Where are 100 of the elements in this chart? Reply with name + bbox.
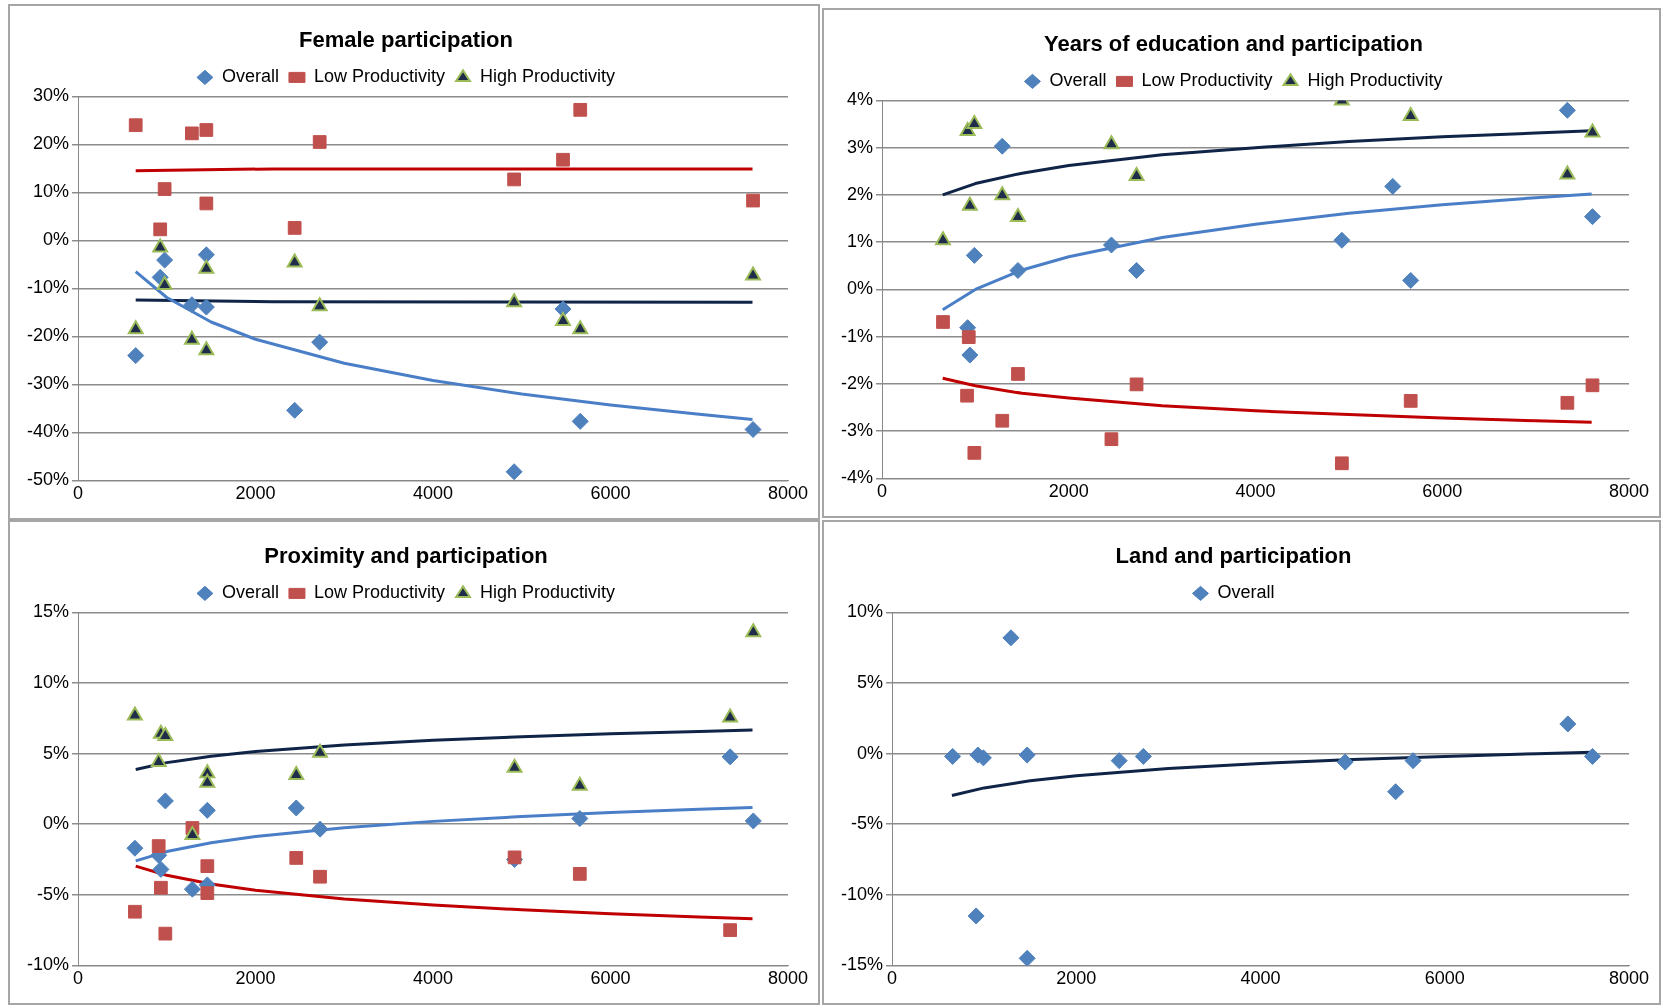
point bbox=[288, 766, 305, 781]
point bbox=[128, 904, 142, 919]
y-tick-label: 15% bbox=[32, 601, 70, 622]
y-tick-label: 5% bbox=[43, 742, 70, 763]
point bbox=[198, 259, 215, 274]
point bbox=[154, 880, 168, 895]
point bbox=[1558, 101, 1576, 119]
point bbox=[1403, 394, 1418, 408]
y-tick-label: -10% bbox=[26, 277, 70, 298]
x-tick-label: 8000 bbox=[767, 968, 809, 989]
y-tick-label: 20% bbox=[32, 133, 70, 154]
legend-label: Overall bbox=[221, 66, 279, 87]
point bbox=[1129, 377, 1144, 392]
point bbox=[184, 826, 201, 841]
x-tick-label: 4000 bbox=[1240, 968, 1281, 989]
point bbox=[1404, 752, 1422, 770]
y-tick-label: 0% bbox=[857, 742, 884, 763]
point bbox=[1402, 271, 1420, 289]
point bbox=[1384, 177, 1402, 195]
y-tick-label: 2% bbox=[846, 183, 874, 204]
point bbox=[1128, 262, 1146, 279]
y-tick-label: -20% bbox=[26, 325, 70, 346]
point bbox=[967, 907, 985, 925]
point bbox=[151, 839, 166, 853]
x-tick-label: 6000 bbox=[590, 968, 631, 989]
x-tick-label: 0 bbox=[877, 481, 888, 502]
point bbox=[935, 231, 951, 246]
point bbox=[1584, 123, 1601, 138]
y-tick-label: -1% bbox=[840, 325, 874, 346]
point bbox=[1585, 378, 1600, 393]
y-tick-label: -50% bbox=[26, 469, 70, 490]
point bbox=[1584, 747, 1602, 765]
point bbox=[555, 312, 571, 327]
y-tick-label: 3% bbox=[846, 136, 874, 157]
x-tick-label: 4000 bbox=[412, 483, 454, 504]
point bbox=[289, 851, 304, 865]
point bbox=[287, 799, 305, 817]
point bbox=[571, 810, 589, 828]
point bbox=[572, 320, 589, 335]
point bbox=[199, 196, 214, 211]
point bbox=[312, 135, 327, 149]
x-tick-label: 2000 bbox=[1056, 968, 1097, 989]
legend-label: Low Productivity bbox=[313, 66, 446, 87]
point bbox=[183, 296, 201, 314]
point bbox=[573, 102, 588, 117]
point bbox=[126, 839, 144, 857]
point bbox=[200, 886, 215, 900]
point bbox=[961, 330, 976, 344]
point bbox=[721, 748, 739, 766]
point bbox=[126, 706, 143, 721]
legend-label: Low Productivity bbox=[1141, 70, 1273, 91]
y-tick-label: -4% bbox=[840, 467, 874, 488]
point bbox=[961, 196, 978, 211]
y-tick-label: 0% bbox=[846, 278, 874, 299]
point bbox=[571, 776, 588, 791]
y-tick-label: 10% bbox=[846, 601, 884, 622]
x-tick-label: 6000 bbox=[1422, 481, 1463, 502]
point bbox=[1010, 208, 1026, 223]
point bbox=[965, 246, 983, 264]
point bbox=[157, 182, 172, 196]
y-tick-label: 1% bbox=[846, 231, 874, 252]
legend-label: High Productivity bbox=[480, 66, 616, 87]
point bbox=[722, 708, 739, 723]
point bbox=[200, 859, 215, 873]
point bbox=[286, 253, 303, 268]
y-tick-label: -10% bbox=[840, 883, 884, 904]
point bbox=[311, 820, 329, 838]
point bbox=[723, 923, 737, 937]
point bbox=[1009, 262, 1027, 279]
point bbox=[961, 346, 979, 364]
point bbox=[183, 880, 201, 898]
point bbox=[199, 773, 216, 788]
point bbox=[1128, 167, 1145, 181]
point bbox=[1560, 395, 1575, 410]
point bbox=[127, 320, 144, 335]
legend-label: Overall bbox=[1049, 70, 1107, 91]
point bbox=[312, 743, 328, 758]
point bbox=[150, 753, 167, 768]
point bbox=[183, 330, 200, 345]
y-tick-label: 5% bbox=[857, 671, 884, 692]
y-tick-label: -5% bbox=[851, 813, 884, 834]
legend-label: High Productivity bbox=[480, 582, 616, 603]
point bbox=[156, 792, 174, 810]
chart-title: Years of education and participation bbox=[1044, 31, 1423, 57]
point bbox=[1134, 747, 1152, 765]
point bbox=[158, 926, 173, 941]
y-tick-label: -15% bbox=[840, 954, 884, 975]
legend-label: Overall bbox=[1217, 582, 1275, 603]
point bbox=[199, 123, 214, 137]
point bbox=[156, 251, 174, 269]
y-tick-label: -3% bbox=[840, 420, 874, 441]
point bbox=[936, 315, 950, 329]
x-tick-label: 2000 bbox=[1048, 481, 1089, 502]
point bbox=[311, 333, 329, 351]
point bbox=[127, 347, 145, 365]
point bbox=[967, 446, 982, 460]
point bbox=[745, 623, 762, 638]
point bbox=[1559, 715, 1577, 733]
x-tick-label: 4000 bbox=[1235, 481, 1276, 502]
point bbox=[286, 401, 304, 419]
